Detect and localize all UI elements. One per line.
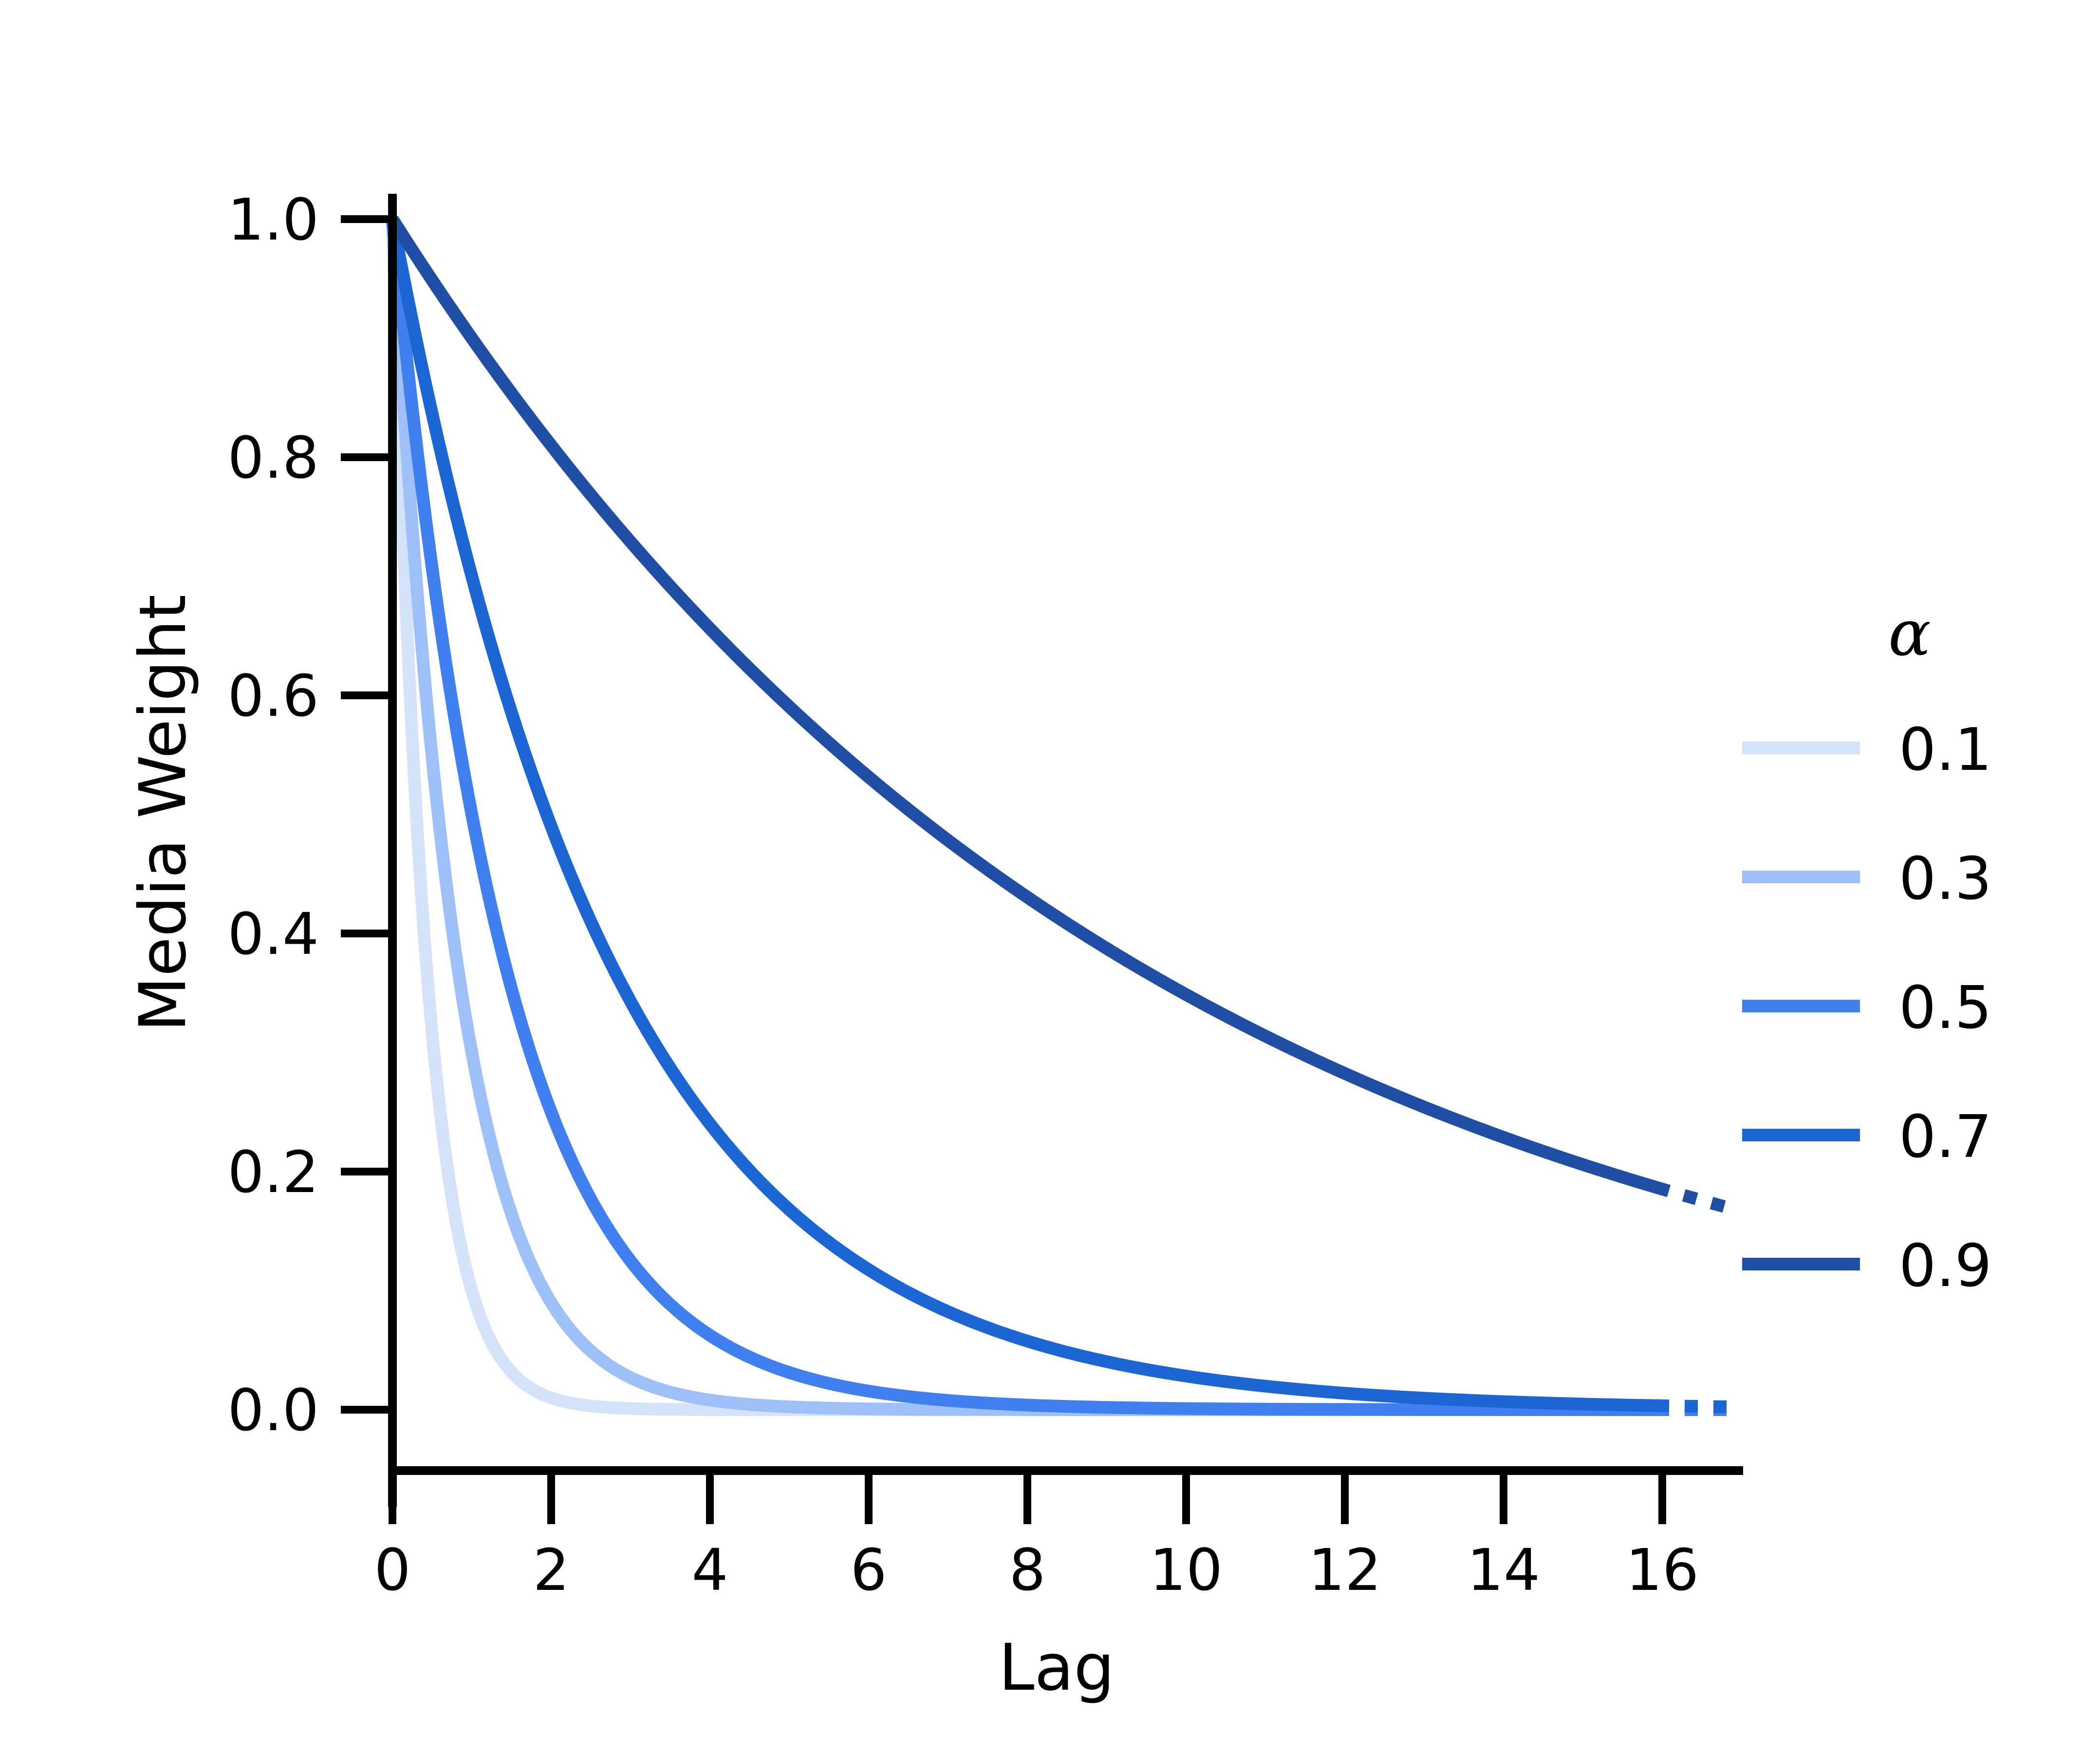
series-group <box>386 216 1749 1416</box>
x-tick-label: 0 <box>374 1536 410 1604</box>
legend-label-0-7: 0.7 <box>1899 1103 1992 1171</box>
legend-label-0-5: 0.5 <box>1899 974 1992 1042</box>
y-axis-title: Media Weight <box>126 595 201 1032</box>
y-tick-label: 0.0 <box>227 1377 319 1444</box>
y-tick-label: 0.6 <box>227 662 319 729</box>
legend: α 0.1 0.3 0.5 0.7 0.9 <box>1742 596 1992 1300</box>
x-tick-label: 6 <box>850 1536 887 1604</box>
legend-title: α <box>1888 596 1931 670</box>
x-tick-label: 12 <box>1308 1536 1381 1604</box>
x-tick-group: 0 2 4 6 8 10 12 14 16 <box>374 1471 1699 1604</box>
legend-label-0-1: 0.1 <box>1899 716 1992 784</box>
x-tick-label: 10 <box>1150 1536 1223 1604</box>
x-axis-title: Lag <box>999 1630 1115 1705</box>
y-tick-label: 0.4 <box>227 900 319 968</box>
axis-group <box>388 194 1743 1507</box>
y-tick-label: 1.0 <box>227 186 319 253</box>
x-tick-label: 16 <box>1626 1536 1699 1604</box>
legend-label-0-9: 0.9 <box>1899 1232 1992 1300</box>
x-tick-label: 14 <box>1467 1536 1540 1604</box>
series-line-alpha-0-9 <box>387 216 1666 1195</box>
y-tick-label: 0.8 <box>227 424 319 491</box>
y-tick-label: 0.2 <box>227 1138 319 1206</box>
series-line-alpha-0-5 <box>386 218 1666 1416</box>
legend-label-0-3: 0.3 <box>1899 845 1992 913</box>
x-tick-label: 8 <box>1009 1536 1045 1604</box>
x-tick-label: 2 <box>533 1536 569 1604</box>
y-tick-group: 0.0 0.2 0.4 0.6 0.8 1.0 <box>227 186 392 1444</box>
x-tick-label: 4 <box>691 1536 728 1604</box>
series-line-alpha-0-7 <box>386 218 1666 1412</box>
